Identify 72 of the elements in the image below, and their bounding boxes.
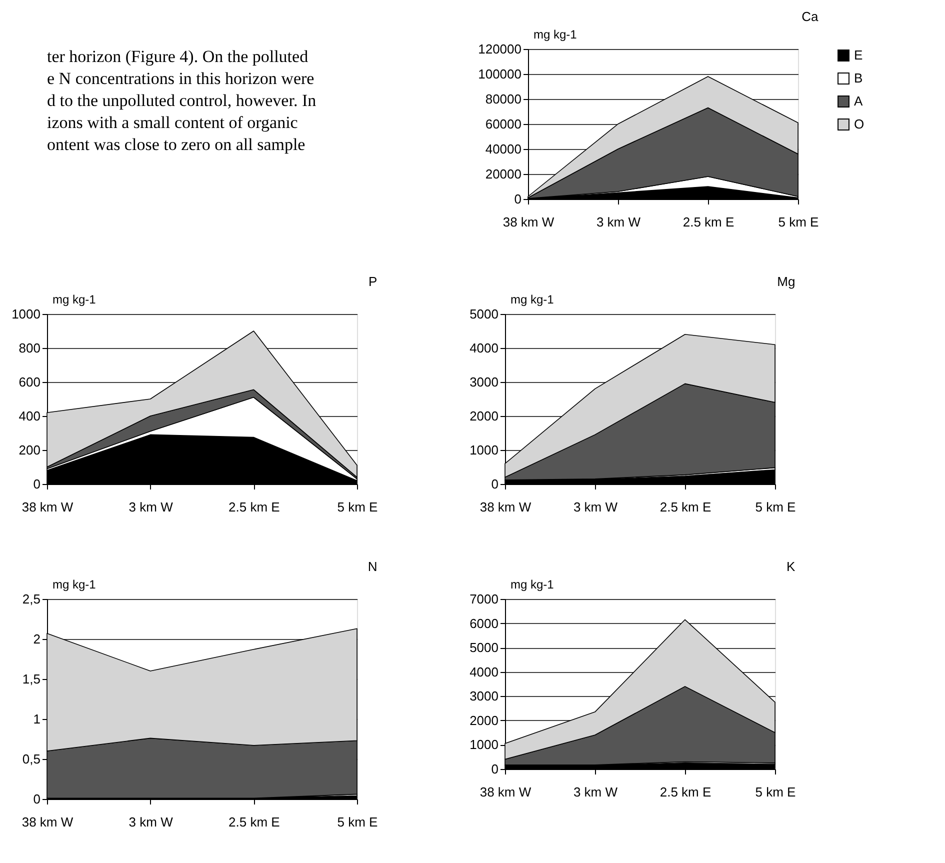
y-tick-label: 1 bbox=[33, 712, 40, 726]
y-tick-label: 3000 bbox=[470, 374, 498, 390]
legend-label: E bbox=[854, 48, 863, 62]
legend-label: O bbox=[854, 116, 864, 132]
y-tick-label: 0 bbox=[491, 762, 498, 776]
y-tick-label: 80000 bbox=[485, 92, 522, 106]
y-axis-title: mg kg-1 bbox=[510, 578, 554, 592]
y-tick-label: 5000 bbox=[470, 306, 498, 322]
text: ontent was close to zero on all sample bbox=[47, 135, 306, 154]
y-tick-label: 0 bbox=[33, 792, 40, 806]
y-tick-label: 6000 bbox=[470, 616, 498, 631]
y-tick-label: 1000 bbox=[470, 442, 498, 458]
y-tick-label: 7000 bbox=[470, 592, 498, 606]
x-tick-label: 3 km W bbox=[573, 784, 618, 800]
y-tick-label: 800 bbox=[18, 340, 40, 356]
chart-title: Mg bbox=[777, 274, 796, 289]
x-tick-label: 2.5 km E bbox=[228, 500, 280, 514]
y-tick-label: 1000 bbox=[470, 737, 498, 752]
x-tick-label: 2.5 km E bbox=[660, 500, 712, 514]
x-tick-label: 38 km W bbox=[502, 214, 555, 230]
x-tick-label: 5 km E bbox=[337, 500, 378, 514]
y-tick-label: 600 bbox=[18, 374, 40, 390]
y-tick-label: 4000 bbox=[470, 664, 498, 680]
y-tick-label: 60000 bbox=[485, 116, 522, 132]
text: izons with a small content of organic bbox=[47, 113, 298, 132]
x-tick-label: 3 km W bbox=[128, 814, 174, 830]
y-tick-label: 100000 bbox=[478, 66, 522, 82]
x-tick-label: 3 km W bbox=[128, 500, 174, 514]
legend-label: B bbox=[854, 70, 863, 86]
text: ter horizon (Figure 4). On the polluted bbox=[47, 47, 309, 66]
x-tick-label: 5 km E bbox=[778, 214, 820, 230]
y-tick-label: 4000 bbox=[470, 340, 498, 356]
text: e N concentrations in this horizon were bbox=[47, 69, 314, 88]
chart-title: P bbox=[368, 274, 378, 289]
x-tick-label: 38 km W bbox=[480, 500, 532, 514]
x-tick-label: 3 km W bbox=[596, 214, 642, 230]
y-tick-label: 120000 bbox=[478, 42, 522, 56]
y-tick-label: 400 bbox=[18, 408, 40, 424]
y-axis-title: mg kg-1 bbox=[52, 292, 96, 306]
x-tick-label: 5 km E bbox=[337, 814, 378, 830]
y-tick-label: 2 bbox=[33, 632, 40, 646]
y-tick-label: 1000 bbox=[12, 306, 40, 322]
x-tick-label: 2.5 km E bbox=[682, 214, 734, 230]
x-tick-label: 38 km W bbox=[22, 814, 74, 830]
legend-label: A bbox=[854, 94, 863, 108]
chart-title: N bbox=[368, 559, 378, 574]
y-axis-title: mg kg-1 bbox=[52, 578, 96, 592]
y-tick-label: 2,5 bbox=[22, 592, 40, 606]
y-tick-label: 0 bbox=[33, 476, 40, 492]
x-tick-label: 3 km W bbox=[573, 500, 618, 514]
y-tick-label: 200 bbox=[18, 442, 40, 458]
y-tick-label: 0 bbox=[491, 476, 498, 492]
y-tick-label: 2000 bbox=[470, 408, 498, 424]
x-tick-label: 5 km E bbox=[755, 500, 796, 514]
y-tick-label: 1,5 bbox=[22, 672, 40, 686]
y-axis-title: mg kg-1 bbox=[534, 28, 578, 42]
x-tick-label: 38 km W bbox=[22, 500, 74, 514]
x-tick-label: 2.5 km E bbox=[228, 814, 280, 830]
x-tick-label: 2.5 km E bbox=[660, 784, 712, 800]
y-tick-label: 40000 bbox=[485, 142, 522, 156]
text: d to the unpolluted control, however. In bbox=[47, 91, 317, 110]
y-tick-label: 0 bbox=[514, 192, 522, 206]
y-axis-title: mg kg-1 bbox=[510, 292, 554, 306]
chart-title: K bbox=[786, 559, 796, 574]
x-tick-label: 5 km E bbox=[755, 784, 796, 800]
y-tick-label: 3000 bbox=[470, 688, 498, 704]
y-tick-label: 20000 bbox=[485, 166, 522, 182]
x-tick-label: 38 km W bbox=[480, 784, 532, 800]
y-tick-label: 0,5 bbox=[22, 752, 40, 766]
chart-title: Ca bbox=[802, 9, 819, 24]
y-tick-label: 5000 bbox=[470, 640, 498, 656]
y-tick-label: 2000 bbox=[470, 712, 498, 728]
